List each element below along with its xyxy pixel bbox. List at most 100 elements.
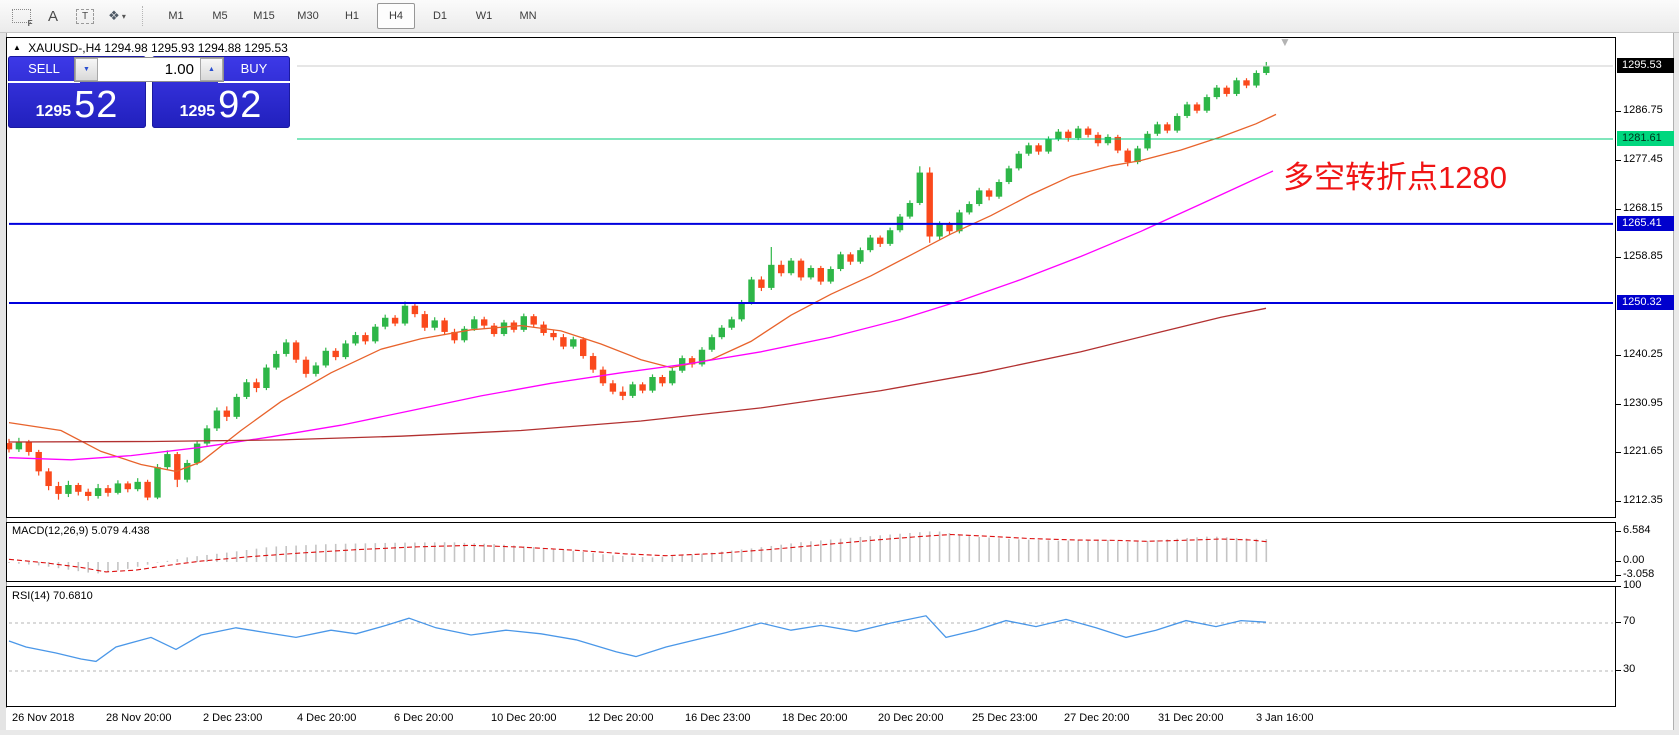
candle-body (1035, 145, 1042, 152)
candle-body (837, 254, 844, 270)
text-box-icon[interactable]: T (72, 4, 98, 28)
text-label-icon[interactable]: A (47, 7, 58, 25)
volume-input[interactable] (98, 58, 200, 81)
candle-body (25, 442, 32, 452)
rsi-tick-100: 100 (1623, 579, 1642, 591)
price-tick-1240.25-tick (1616, 354, 1621, 356)
candle-body (1193, 104, 1201, 111)
price-tick-1212.35-tick (1616, 501, 1621, 503)
time-axis[interactable]: 26 Nov 2018 28 Nov 20:00 2 Dec 23:00 4 Dec … (6, 708, 1616, 730)
dropdown-caret-icon: ▾ (121, 11, 126, 21)
candle-body (877, 237, 884, 244)
window-right-scrollstrip[interactable] (1673, 33, 1679, 730)
time-label: 10 Dec 20:00 (491, 712, 557, 724)
candle-body (382, 317, 389, 327)
candle-body (639, 384, 646, 391)
candle-body (520, 316, 527, 330)
candle-body (669, 370, 676, 384)
indicator-window-icon[interactable]: F (8, 4, 34, 28)
timeframe-m15[interactable]: M15 (253, 10, 275, 22)
candle-body (995, 182, 1003, 197)
candle-body (1005, 168, 1013, 183)
timeframe-h4[interactable]: H4 (377, 3, 415, 29)
timeframe-h1[interactable]: H1 (344, 10, 360, 22)
time-label: 12 Dec 20:00 (588, 712, 654, 724)
candle-body (292, 342, 300, 360)
candle-body (906, 202, 914, 217)
candle-body (1243, 80, 1250, 86)
candle-body (184, 462, 191, 480)
volume-decrease-button[interactable]: ▼ (75, 58, 98, 81)
ma-slow-line (8, 307, 1267, 443)
timeframe-mn[interactable]: MN (519, 10, 537, 22)
volume-increase-button[interactable]: ▲ (200, 58, 223, 81)
candle-body (65, 484, 72, 494)
sell-label[interactable]: SELL (8, 56, 80, 83)
candle-body (629, 384, 636, 396)
candle-body (391, 317, 399, 324)
candle-body (1134, 148, 1141, 163)
candle-body (55, 486, 62, 494)
candle-body (1075, 128, 1082, 138)
candle-body (698, 349, 706, 365)
candle-body (688, 358, 696, 365)
price-tick-1258.85: 1258.85 (1623, 250, 1663, 263)
rsi-tick-70-tick (1616, 622, 1621, 623)
timeframe-m30[interactable]: M30 (297, 10, 319, 22)
candle-body (481, 319, 488, 326)
candle-body (312, 365, 320, 374)
price-tick-1268.15-tick (1616, 208, 1621, 210)
symbol-timeframe: XAUUSD-,H4 (28, 41, 101, 55)
candle-body (1174, 115, 1181, 131)
candle-body (441, 320, 448, 332)
candle-body (827, 269, 834, 282)
time-label: 6 Dec 20:00 (394, 712, 454, 724)
candle-body (797, 260, 805, 278)
time-label: 27 Dec 20:00 (1064, 712, 1130, 724)
ohlc-header: ▲ XAUUSD-,H4 1294.98 1295.93 1294.88 129… (13, 41, 288, 55)
ohlc-values: 1294.98 1295.93 1294.88 1295.53 (104, 41, 288, 55)
buy-label[interactable]: BUY (218, 56, 290, 83)
buy-price-pips: 92 (218, 84, 263, 126)
candle-body (867, 237, 874, 251)
level-badge-1250.32: 1250.32 (1617, 294, 1674, 310)
macd-pane[interactable] (6, 522, 1616, 582)
candle-body (45, 471, 52, 487)
candle-body (273, 353, 280, 368)
one-click-trading-panel: SELL 1295 52 BUY 1295 92 ▼ ▲ (8, 56, 290, 128)
time-label: 28 Nov 20:00 (106, 712, 172, 724)
candle-body (1253, 72, 1260, 86)
candle-body (847, 254, 854, 262)
candle-body (15, 442, 23, 450)
candle-body (1055, 131, 1062, 140)
rsi-pane[interactable] (6, 586, 1616, 707)
candle-body (926, 172, 933, 237)
timeframe-m1[interactable]: M1 (168, 10, 184, 22)
candle-body (609, 383, 617, 392)
candle-body (233, 396, 240, 417)
timeframe-w1[interactable]: W1 (475, 10, 493, 22)
level-badge-1281.61: 1281.61 (1617, 130, 1674, 146)
price-tick-1230.95-tick (1616, 403, 1621, 405)
candle-body (1104, 136, 1112, 144)
arrange-windows-icon[interactable]: ❖ ▾ (108, 8, 126, 23)
price-tick-1286.75-tick (1616, 111, 1621, 113)
candle-body (1233, 80, 1240, 94)
candle-body (857, 250, 864, 262)
timeframe-d1[interactable]: D1 (432, 10, 448, 22)
candle-body (104, 488, 112, 493)
current-price-badge: 1295.53 (1617, 58, 1674, 73)
candle-body (322, 350, 329, 366)
candle-body (1084, 128, 1092, 135)
candle-body (956, 212, 963, 232)
buy-price[interactable]: 1295 92 (152, 83, 290, 128)
candle-body (124, 483, 131, 490)
time-label: 3 Jan 16:00 (1256, 712, 1314, 724)
level-badge-1265.41: 1265.41 (1617, 215, 1674, 231)
sell-price[interactable]: 1295 52 (8, 83, 146, 128)
candle-body (787, 260, 795, 274)
candle-body (174, 454, 181, 480)
timeframe-m5[interactable]: M5 (212, 10, 228, 22)
candle-body (154, 467, 161, 498)
macd-tick-0.00: 0.00 (1623, 554, 1645, 566)
